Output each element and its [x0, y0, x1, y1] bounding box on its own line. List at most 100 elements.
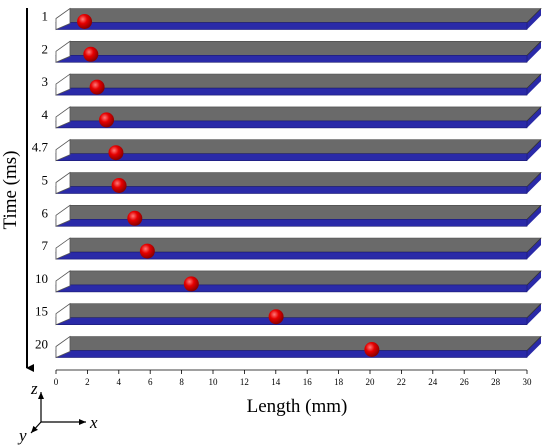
- droplet: [111, 178, 127, 193]
- x-tick-label: 0: [54, 377, 59, 387]
- time-frame: 1: [42, 7, 542, 31]
- channel-back-face: [55, 237, 542, 253]
- channel-end-edge: [526, 172, 542, 187]
- channel-back-face: [55, 172, 542, 187]
- x-tick-label: 2: [85, 377, 90, 387]
- channel-inlet-face: [55, 237, 71, 260]
- channel-inlet-face: [55, 7, 71, 31]
- channel-front-face: [55, 186, 528, 194]
- x-tick-label: 26: [460, 377, 470, 387]
- time-label: 5: [42, 173, 49, 188]
- channel-front-face: [55, 350, 528, 358]
- channel-back-face: [55, 139, 542, 154]
- x-tick-label: 20: [366, 377, 376, 387]
- time-label: 6: [42, 205, 49, 220]
- droplet: [108, 145, 124, 161]
- time-frame: 15: [35, 302, 542, 326]
- time-frame: 6: [42, 204, 542, 227]
- time-label: 7: [42, 238, 49, 253]
- channel-inlet-face: [55, 73, 71, 96]
- channel-front-face: [55, 54, 528, 63]
- channel-inlet-face: [55, 40, 71, 63]
- triad-y-label: y: [17, 426, 27, 445]
- channel-back-face: [55, 40, 542, 56]
- axes-triad: z x y: [17, 379, 98, 445]
- time-frame: 3: [42, 73, 542, 96]
- channel-end-edge: [526, 139, 542, 154]
- time-frame: 2: [42, 40, 542, 63]
- droplet: [99, 112, 115, 128]
- droplet: [268, 309, 284, 325]
- channel-inlet-face: [55, 171, 71, 195]
- x-tick-label: 24: [428, 377, 438, 387]
- time-frame: 10: [35, 270, 542, 293]
- channel-back-face: [55, 8, 542, 23]
- x-tick-label: 22: [397, 377, 406, 387]
- x-tick-label: 4: [117, 377, 122, 387]
- channel-back-face: [55, 270, 542, 286]
- channel-inlet-face: [55, 270, 71, 293]
- time-label: 4: [42, 107, 49, 122]
- x-tick-label: 12: [240, 377, 249, 387]
- x-axis-label: Length (mm): [247, 396, 348, 417]
- channel-end-edge: [526, 205, 542, 220]
- time-frame: 4.7: [32, 138, 542, 162]
- channel-inlet-face: [55, 204, 71, 227]
- channel-end-edge: [526, 8, 542, 23]
- channel-end-edge: [526, 303, 542, 318]
- time-label: 1: [42, 9, 49, 24]
- channel-end-edge: [526, 237, 542, 253]
- channel-end-edge: [526, 270, 542, 286]
- channel-back-face: [55, 303, 542, 319]
- channel-front-face: [55, 22, 528, 30]
- channel-end-edge: [526, 106, 542, 122]
- channel-back-face: [55, 336, 542, 351]
- droplet: [364, 342, 380, 357]
- triad-x-label: x: [89, 413, 98, 432]
- channel-front-face: [55, 219, 528, 227]
- time-label: 4.7: [32, 140, 49, 155]
- x-axis: 0 2 4 6 8 10 12 14 16 18 20 22 24 26 28 30: [54, 369, 533, 387]
- channel-end-edge: [526, 336, 542, 351]
- x-tick-label: 8: [179, 377, 184, 387]
- time-label: 10: [35, 271, 48, 286]
- channel-front-face: [55, 153, 528, 161]
- channel-front-face: [55, 251, 528, 260]
- time-label: 2: [42, 41, 49, 56]
- time-frame: 5: [42, 171, 542, 195]
- x-tick-label: 16: [303, 377, 313, 387]
- channel-inlet-face: [55, 302, 71, 326]
- channel-inlet-face: [55, 138, 71, 162]
- x-tick-label: 30: [523, 377, 533, 387]
- x-tick-label: 10: [209, 377, 219, 387]
- droplet: [139, 243, 155, 259]
- x-tick-label: 14: [271, 377, 281, 387]
- channel-front-face: [55, 317, 528, 326]
- droplet: [183, 276, 199, 292]
- time-label: 20: [35, 337, 48, 352]
- channel-front-face: [55, 284, 528, 293]
- x-tick-label: 18: [334, 377, 344, 387]
- droplet: [89, 79, 105, 95]
- time-frame: 20: [35, 335, 542, 359]
- time-label: 3: [42, 74, 49, 89]
- channel-inlet-face: [55, 335, 71, 359]
- droplet: [127, 210, 143, 226]
- time-frame: 4: [42, 106, 542, 129]
- time-frame: 7: [42, 237, 542, 260]
- channel-inlet-face: [55, 106, 71, 129]
- channel-front-face: [55, 87, 528, 96]
- x-tick-label: 6: [148, 377, 153, 387]
- frames-layer: 1 2 3 4 4.7 5 6 7 10 15 20: [32, 7, 542, 359]
- channel-front-face: [55, 120, 528, 129]
- channel-end-edge: [526, 41, 542, 56]
- y-axis-label: Time (ms): [0, 150, 21, 229]
- x-tick-label: 28: [491, 377, 501, 387]
- channel-back-face: [55, 73, 542, 89]
- droplet: [77, 14, 93, 29]
- triad-z-label: z: [30, 379, 38, 398]
- channel-end-edge: [526, 73, 542, 89]
- channel-back-face: [55, 106, 542, 122]
- droplet: [83, 46, 99, 62]
